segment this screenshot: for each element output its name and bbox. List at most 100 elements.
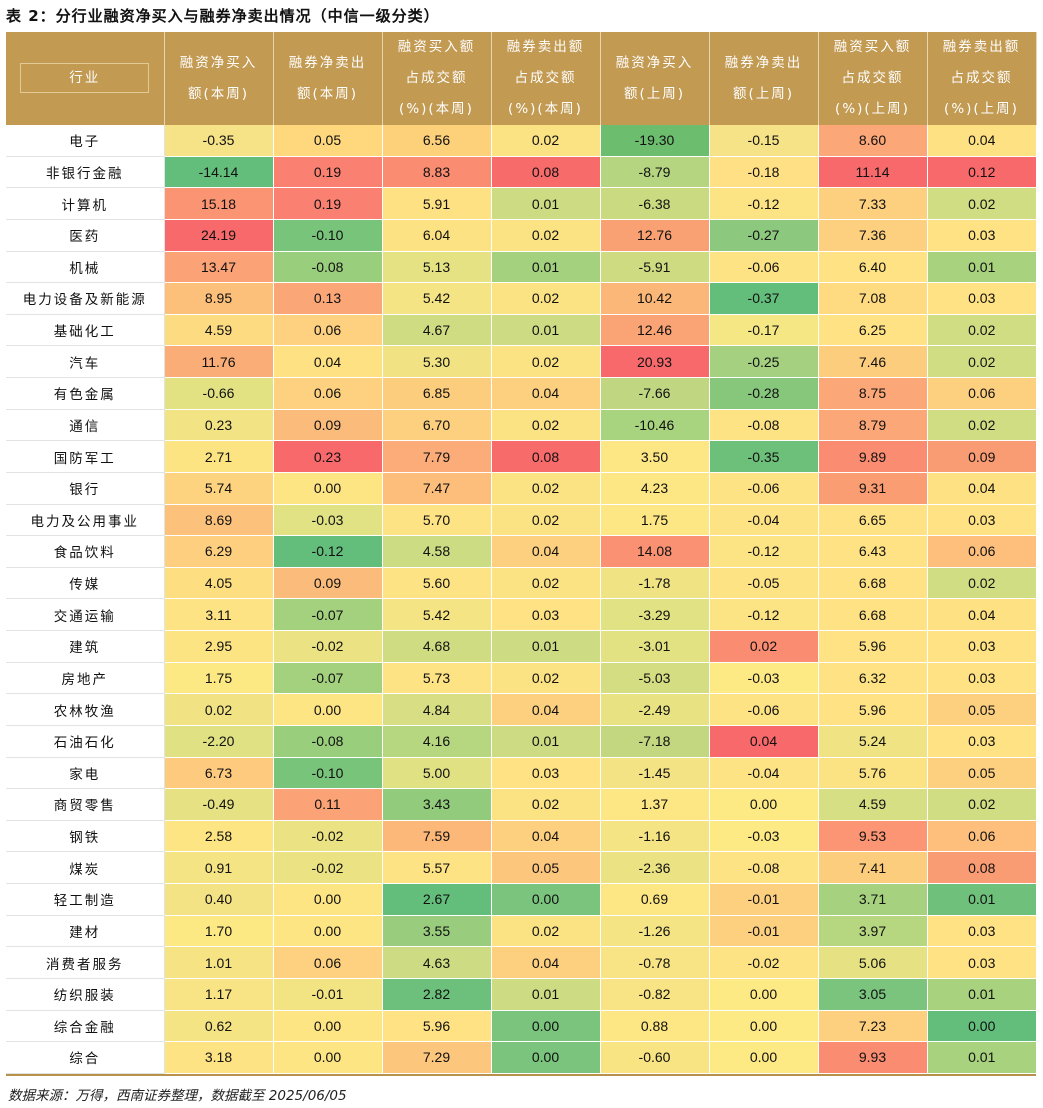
industry-name-cell: 电子 [6,125,165,157]
value-cell: 0.02 [490,662,600,695]
value-cell: 4.58 [381,535,491,568]
value-cell: 6.43 [817,535,927,568]
column-header-label: 融券卖出额 占成交额 (%)(上周) [943,32,1021,125]
value-cell: -0.35 [708,440,818,473]
value-cell: 0.06 [926,377,1036,410]
value-cell: 0.62 [163,1010,273,1043]
industry-name-cell: 煤炭 [6,851,165,884]
value-cell: 0.91 [163,851,273,884]
value-cell: 5.96 [381,1010,491,1043]
column-header-1: 融资净买入 额(本周) [163,32,274,125]
value-cell: 0.04 [490,535,600,568]
value-cell: 0.13 [272,282,382,315]
value-cell: -0.03 [272,504,382,537]
value-cell: 0.03 [926,725,1036,758]
value-cell: -0.49 [163,788,273,821]
value-cell: -0.10 [272,219,382,252]
value-cell: 5.73 [381,662,491,695]
industry-name-cell: 电力及公用事业 [6,504,165,537]
table-row: 综合 3.18 0.00 7.29 0.00 -0.60 0.00 9.93 0.01 [6,1041,1036,1074]
header-line: (%)(本周) [399,101,474,117]
value-cell: 1.75 [163,662,273,695]
value-cell: 0.00 [708,1010,818,1043]
table-row: 综合金融 0.62 0.00 5.96 0.00 0.88 0.00 7.23 0.00 [6,1010,1036,1043]
value-cell: -0.06 [708,693,818,726]
value-cell: 8.79 [817,409,927,442]
value-cell: 0.04 [926,472,1036,505]
value-cell: 0.05 [926,693,1036,726]
value-cell: 0.09 [926,440,1036,473]
industry-name-cell: 食品饮料 [6,535,165,568]
margin-trading-table: 行业 融资净买入 额(本周) 融券净卖出 额(本周) 融资买入额 占成交额 (%)(本周) 融券… [6,32,1037,1074]
value-cell: 0.00 [272,1041,382,1074]
value-cell: -0.82 [599,978,709,1011]
value-cell: 6.56 [381,125,491,157]
table-row: 煤炭 0.91 -0.02 5.57 0.05 -2.36 -0.08 7.41 0.08 [6,851,1036,884]
value-cell: -7.18 [599,725,709,758]
value-cell: -5.03 [599,662,709,695]
header-line: 额(本周) [296,85,359,102]
value-cell: 4.67 [381,314,491,347]
value-cell: 0.02 [490,409,600,442]
value-cell: 9.53 [817,820,927,853]
value-cell: 0.02 [926,567,1036,600]
value-cell: 0.02 [926,345,1036,378]
table-row: 交通运输 3.11 -0.07 5.42 0.03 -3.29 -0.12 6.68 0.04 [6,598,1036,631]
value-cell: -0.07 [272,598,382,631]
value-cell: 0.00 [926,1010,1036,1043]
value-cell: 5.96 [817,693,927,726]
table-row: 食品饮料 6.29 -0.12 4.58 0.04 14.08 -0.12 6.43 0.06 [6,535,1036,568]
value-cell: -0.03 [708,820,818,853]
value-cell: 6.65 [817,504,927,537]
value-cell: 0.69 [599,883,709,916]
value-cell: 0.04 [490,377,600,410]
value-cell: -0.08 [708,409,818,442]
table-row: 建材 1.70 0.00 3.55 0.02 -1.26 -0.01 3.97 0.03 [6,915,1036,948]
value-cell: -0.03 [708,662,818,695]
value-cell: 0.04 [490,693,600,726]
header-line: 额(上周) [732,85,795,102]
value-cell: 8.75 [817,377,927,410]
value-cell: -0.12 [708,535,818,568]
value-cell: -3.01 [599,630,709,663]
value-cell: 2.58 [163,820,273,853]
table-row: 非银行金融 -14.14 0.19 8.83 0.08 -8.79 -0.18 11.14 0.… [6,156,1036,189]
value-cell: -8.79 [599,156,709,189]
value-cell: -0.08 [272,725,382,758]
column-header-industry: 行业 [6,32,165,125]
value-cell: -0.04 [708,757,818,790]
value-cell: -7.66 [599,377,709,410]
table-row: 汽车 11.76 0.04 5.30 0.02 20.93 -0.25 7.46 0.02 [6,345,1036,378]
value-cell: 6.85 [381,377,491,410]
value-cell: 0.01 [926,978,1036,1011]
header-line: 占成交额 [950,70,1013,86]
value-cell: 8.95 [163,282,273,315]
value-cell: 0.04 [926,125,1036,157]
value-cell: -2.36 [599,851,709,884]
value-cell: 0.06 [272,377,382,410]
value-cell: 12.46 [599,314,709,347]
value-cell: 0.01 [490,314,600,347]
value-cell: 3.50 [599,440,709,473]
value-cell: -0.28 [708,377,818,410]
value-cell: -0.06 [708,472,818,505]
value-cell: 0.01 [490,978,600,1011]
value-cell: -0.01 [272,978,382,1011]
value-cell: 4.63 [381,946,491,979]
value-cell: 6.40 [817,251,927,284]
value-cell: -0.02 [272,820,382,853]
value-cell: 0.02 [490,915,600,948]
value-cell: -0.02 [708,946,818,979]
value-cell: 5.57 [381,851,491,884]
column-header-label: 融券净卖出 额(本周) [289,48,367,110]
table-row: 农林牧渔 0.02 0.00 4.84 0.04 -2.49 -0.06 5.96 0.05 [6,693,1036,726]
value-cell: -6.38 [599,187,709,220]
table-row: 有色金属 -0.66 0.06 6.85 0.04 -7.66 -0.28 8.75 0.06 [6,377,1036,410]
value-cell: 0.03 [490,757,600,790]
industry-name-cell: 有色金属 [6,377,165,410]
table-row: 通信 0.23 0.09 6.70 0.02 -10.46 -0.08 8.79 0.02 [6,409,1036,442]
value-cell: 14.08 [599,535,709,568]
table-row: 建筑 2.95 -0.02 4.68 0.01 -3.01 0.02 5.96 0.03 [6,630,1036,663]
value-cell: 13.47 [163,251,273,284]
value-cell: 5.60 [381,567,491,600]
